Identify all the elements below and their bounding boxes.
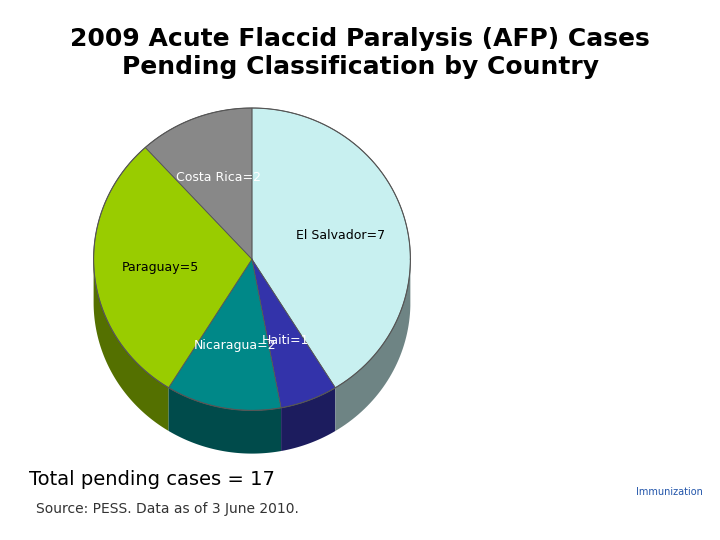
- Polygon shape: [336, 263, 410, 431]
- Polygon shape: [168, 388, 281, 454]
- Text: Immunization: Immunization: [636, 487, 703, 497]
- Text: Paraguay=5: Paraguay=5: [122, 261, 199, 274]
- Polygon shape: [252, 108, 410, 388]
- Polygon shape: [94, 260, 168, 431]
- Polygon shape: [94, 147, 252, 388]
- Text: El Salvador=7: El Salvador=7: [296, 229, 385, 242]
- Text: Nicaragua=2: Nicaragua=2: [194, 339, 276, 352]
- Text: 2009 Acute Flaccid Paralysis (AFP) Cases
Pending Classification by Country: 2009 Acute Flaccid Paralysis (AFP) Cases…: [70, 27, 650, 79]
- Text: Total pending cases = 17: Total pending cases = 17: [29, 470, 274, 489]
- Polygon shape: [145, 108, 252, 259]
- Polygon shape: [281, 388, 336, 451]
- Polygon shape: [168, 259, 281, 410]
- Text: Haiti=1: Haiti=1: [261, 334, 309, 347]
- Text: Source: PESS. Data as of 3 June 2010.: Source: PESS. Data as of 3 June 2010.: [36, 502, 299, 516]
- Text: Costa Rica=2: Costa Rica=2: [176, 171, 261, 184]
- Polygon shape: [252, 259, 336, 408]
